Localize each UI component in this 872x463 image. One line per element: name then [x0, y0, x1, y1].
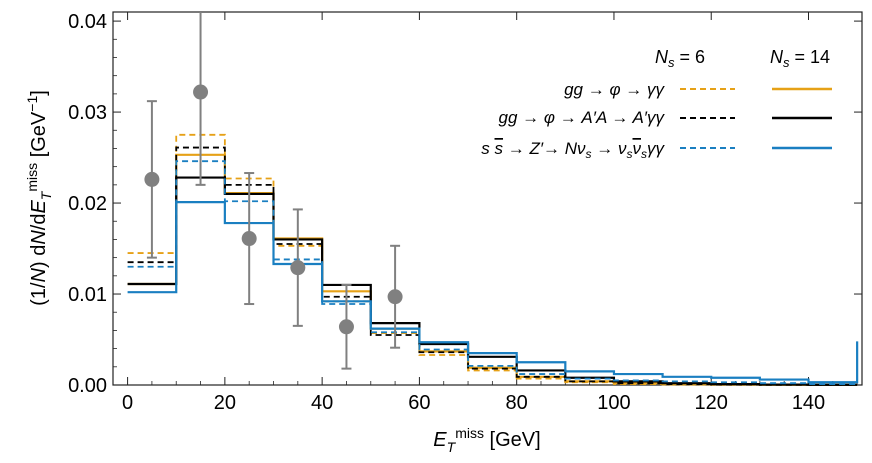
data-points: [144, 12, 403, 370]
y-tick-label: 0.04: [68, 11, 107, 33]
series-6-solid: [127, 201, 859, 384]
data-point: [338, 319, 354, 335]
x-tick-label: 80: [506, 392, 528, 414]
series-5-dashed: [127, 160, 858, 385]
y-axis-label: (1/N) dN/dETmiss [GeV−1]: [24, 90, 54, 306]
series-4-solid: [127, 176, 858, 386]
data-point: [290, 260, 306, 276]
x-tick-label: 0: [122, 392, 133, 414]
x-tick-label: 40: [311, 392, 333, 414]
data-point: [144, 171, 160, 187]
data-point: [241, 231, 257, 247]
legend-label-3: s s → Z′→ Nνs → νsνsγγ: [481, 139, 665, 161]
y-tick-label: 0.03: [68, 102, 107, 124]
legend-label-2: gg → φ → A′A → A′γγ: [499, 108, 666, 127]
histogram-series: [127, 133, 859, 387]
series-1-dashed: [127, 133, 858, 386]
y-tick-label: 0.01: [68, 284, 107, 306]
legend-header-dashed: Ns = 6: [655, 47, 705, 70]
legend: Ns = 6 Ns = 14 gg → φ → γγ gg → φ → A′A …: [481, 47, 832, 161]
plot-frame: [112, 11, 863, 386]
x-axis-label: ETmiss [GeV]: [433, 425, 540, 455]
x-tick-label: 140: [792, 392, 825, 414]
x-tick-label: 20: [214, 392, 236, 414]
y-tick-label: 0.00: [68, 375, 107, 397]
x-tick-label: 120: [695, 392, 728, 414]
x-tick-label: 100: [597, 392, 630, 414]
series-3-dashed: [127, 146, 858, 386]
legend-header-solid: Ns = 14: [770, 47, 830, 70]
axis-ticks: 0 20 40 60 80 100 120 140 0.00 0.01 0.02 0.03 0.04: [68, 11, 862, 414]
x-tick-label: 60: [408, 392, 430, 414]
legend-label-1: gg → φ → γγ: [564, 80, 665, 99]
y-tick-label: 0.02: [68, 193, 107, 215]
data-point: [387, 289, 403, 305]
data-point: [193, 84, 209, 100]
series-2-solid: [127, 153, 858, 387]
